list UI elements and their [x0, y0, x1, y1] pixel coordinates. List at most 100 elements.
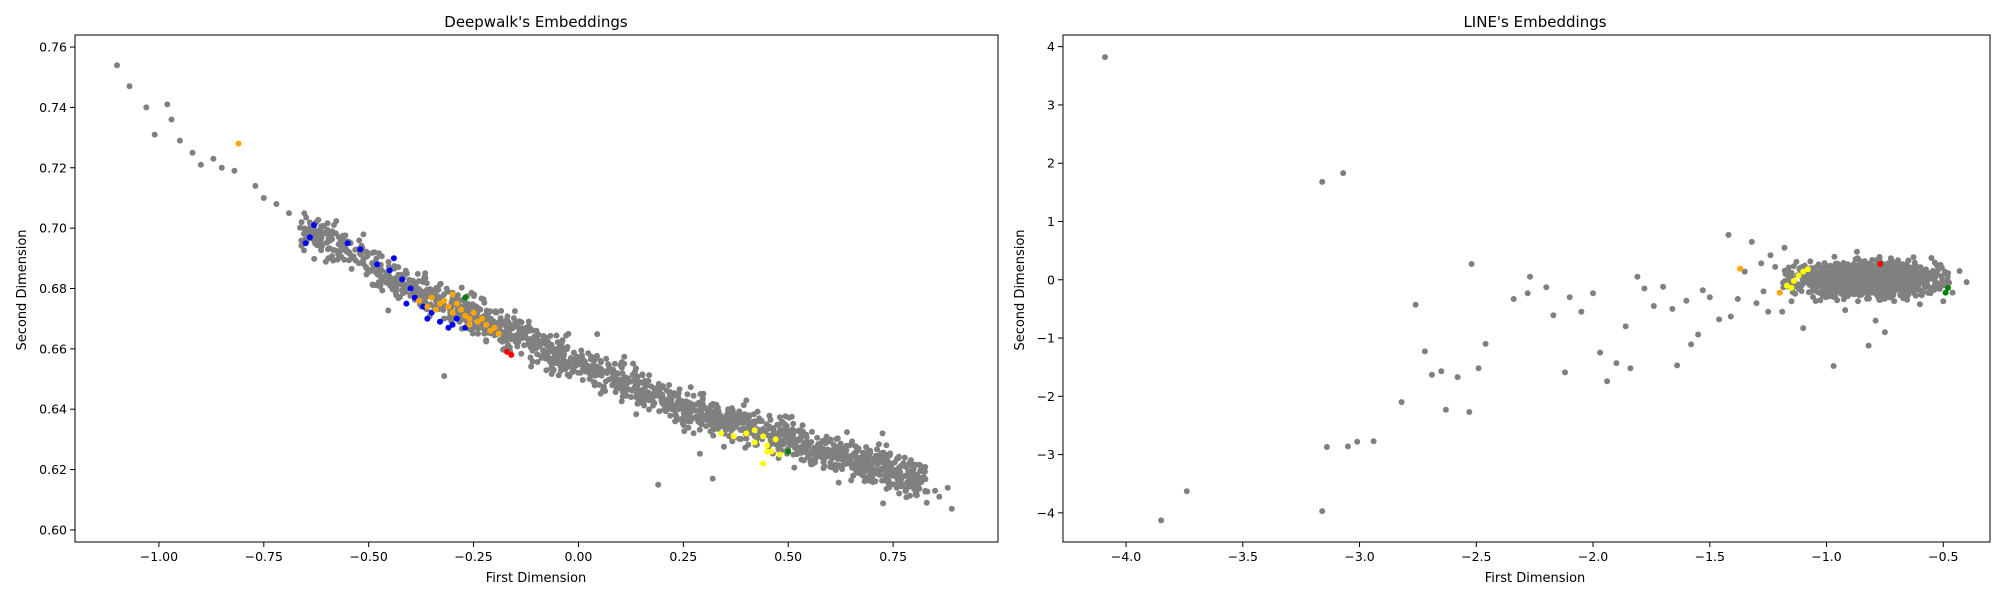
scatter-point — [1183, 488, 1190, 495]
scatter-point — [597, 365, 604, 372]
scatter-point — [1550, 312, 1557, 319]
scatter-point — [768, 448, 775, 455]
scatter-point — [709, 412, 716, 419]
scatter-point — [656, 408, 663, 415]
scatter-point — [894, 480, 901, 487]
y-tick-label: −2 — [1037, 389, 1055, 404]
scatter-point — [913, 486, 920, 493]
scatter-point — [1748, 238, 1755, 245]
chart-deepwalk: Deepwalk's Embeddings First Dimension Se… — [15, 13, 999, 586]
scatter-point — [714, 420, 721, 427]
scatter-point — [1319, 178, 1326, 185]
scatter-point — [679, 420, 686, 427]
scatter-point — [1805, 289, 1812, 296]
scatter-point — [1804, 277, 1811, 284]
scatter-point — [1454, 374, 1461, 381]
scatter-point — [252, 182, 259, 189]
scatter-point — [658, 397, 665, 404]
scatter-point — [300, 230, 307, 237]
scatter-point — [1695, 331, 1702, 338]
scatter-point — [518, 350, 525, 357]
x-tick-label: 0.50 — [774, 549, 802, 564]
scatter-point — [696, 426, 703, 433]
scatter-point — [579, 377, 586, 383]
scatter-point — [697, 418, 704, 425]
scatter-point — [466, 315, 473, 322]
scatter-point — [1627, 365, 1634, 372]
scatter-point — [497, 337, 503, 343]
scatter-point — [1788, 298, 1795, 305]
scatter-point — [1788, 269, 1795, 276]
scatter-point — [872, 478, 879, 485]
scatter-point — [1442, 406, 1449, 413]
scatter-point — [454, 292, 461, 299]
scatter-point — [736, 408, 743, 415]
scatter-point — [458, 306, 464, 313]
scatter-points — [114, 62, 955, 512]
scatter-point — [811, 444, 818, 451]
scatter-point — [1830, 288, 1837, 295]
scatter-point — [745, 414, 752, 421]
scatter-point — [833, 446, 840, 452]
scatter-point — [315, 216, 322, 223]
scatter-point — [651, 400, 658, 407]
scatter-point — [1475, 365, 1482, 372]
scatter-point — [839, 466, 846, 473]
scatter-point — [767, 436, 774, 443]
scatter-point — [273, 201, 280, 207]
scatter-point — [549, 348, 556, 355]
scatter-point — [656, 386, 662, 393]
scatter-point — [782, 439, 789, 446]
x-tick-label: −1.00 — [140, 549, 178, 564]
scatter-point — [1779, 308, 1786, 315]
scatter-point — [1885, 278, 1891, 285]
scatter-point — [1566, 294, 1573, 301]
scatter-point — [743, 397, 750, 404]
scatter-point — [646, 372, 653, 379]
scatter-point — [611, 360, 618, 367]
scatter-point — [1781, 244, 1788, 251]
scatter-point — [751, 427, 758, 434]
scatter-point — [466, 304, 473, 311]
scatter-point — [1833, 269, 1840, 275]
scatter-point — [655, 380, 662, 387]
scatter-point — [1524, 290, 1531, 297]
scatter-point — [398, 281, 405, 288]
scatter-point — [834, 435, 841, 442]
scatter-point — [879, 430, 886, 437]
scatter-point — [907, 492, 913, 499]
scatter-point — [1604, 378, 1611, 385]
scatter-point — [1831, 253, 1838, 260]
scatter-point — [339, 232, 346, 239]
scatter-point — [1881, 329, 1888, 336]
scatter-point — [565, 330, 572, 337]
scatter-point — [1869, 257, 1876, 263]
scatter-point — [1776, 289, 1783, 296]
scatter-point — [1323, 444, 1330, 450]
scatter-point — [626, 378, 633, 385]
scatter-point — [856, 470, 863, 477]
scatter-point — [1946, 279, 1953, 286]
scatter-point — [1879, 273, 1886, 280]
scatter-point — [827, 463, 834, 470]
scatter-point — [1793, 258, 1800, 265]
y-tick-label: 0.70 — [39, 221, 67, 236]
scatter-point — [1860, 276, 1867, 283]
y-axis-label: Second Dimension — [1013, 229, 1028, 350]
scatter-point — [798, 428, 805, 435]
scatter-point — [718, 430, 725, 437]
scatter-point — [1741, 268, 1748, 275]
scatter-point — [621, 379, 628, 386]
scatter-point — [675, 393, 681, 400]
scatter-point — [311, 255, 318, 262]
scatter-point — [574, 358, 581, 365]
x-tick-label: −0.50 — [350, 549, 388, 564]
scatter-point — [911, 475, 918, 482]
scatter-point — [881, 464, 888, 471]
scatter-point — [492, 309, 499, 316]
scatter-point — [1891, 298, 1898, 305]
scatter-point — [806, 451, 813, 458]
scatter-point — [1876, 253, 1883, 260]
scatter-point — [879, 459, 886, 466]
scatter-point — [504, 348, 511, 355]
